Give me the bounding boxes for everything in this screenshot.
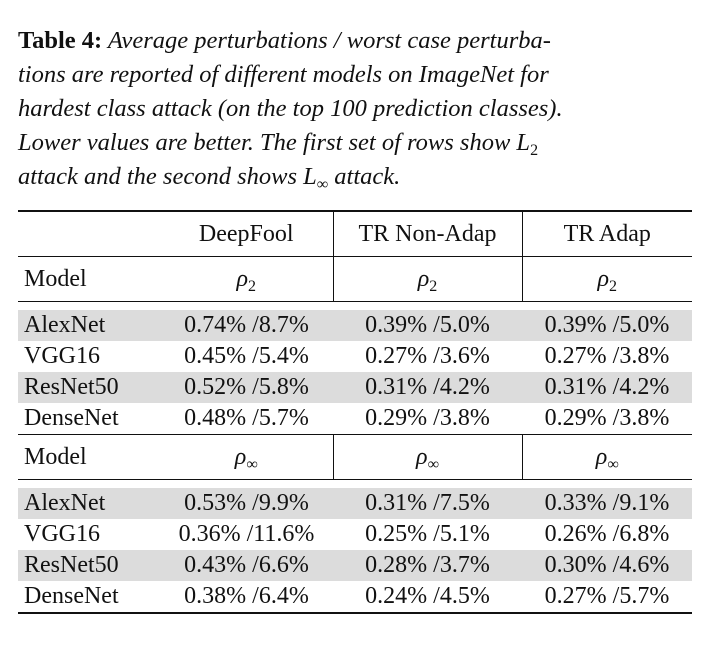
- data-row: DenseNet 0.38% /6.4% 0.24% /4.5% 0.27% /5.7…: [18, 581, 692, 614]
- caption-line: Lower values are better. The first set o…: [18, 126, 698, 160]
- results-table: DeepFool TR Non-Adap TR Adap Model ρ2 ρ2 ρ2 Ale…: [18, 210, 692, 614]
- model-name: AlexNet: [18, 488, 160, 519]
- model-name: VGG16: [24, 521, 100, 547]
- metric-sub: ∞: [427, 455, 439, 473]
- metric-sub: 2: [429, 277, 438, 295]
- section-label: Model: [18, 256, 160, 302]
- section-header-row: Model ρ∞ ρ∞ ρ∞: [18, 434, 692, 480]
- metric-base: ρ: [417, 265, 430, 292]
- value-cell: 0.39% /5.0%: [522, 310, 692, 341]
- header-row: DeepFool TR Non-Adap TR Adap: [18, 210, 692, 257]
- column-header: TR Non-Adap: [332, 210, 522, 257]
- value-cell: 0.43% /6.6%: [160, 550, 333, 581]
- model-name: VGG16: [24, 343, 100, 369]
- value-cell: 0.39% /5.0%: [333, 310, 522, 341]
- metric-base: ρ: [597, 265, 610, 292]
- value-cell: 0.45% /5.4%: [184, 343, 309, 369]
- data-row: AlexNet 0.74% /8.7% 0.39% /5.0% 0.39% /5.0%: [18, 310, 692, 341]
- math-sub: 2: [530, 142, 539, 159]
- value-cell: 0.36% /11.6%: [178, 521, 315, 547]
- caption-line: Table 4: Average perturbations / worst c…: [18, 24, 698, 58]
- value-cell: 0.53% /9.9%: [160, 488, 333, 519]
- math-base: L: [303, 163, 317, 190]
- data-row: ResNet50 0.43% /6.6% 0.28% /3.7% 0.30% /4.6…: [18, 550, 692, 581]
- metric-base: ρ: [595, 443, 608, 470]
- metric-cell: ρ2: [332, 256, 522, 302]
- metric-cell: ρ∞: [160, 434, 333, 480]
- caption-text: Lower values are better. The first set o…: [18, 129, 511, 156]
- math: L∞: [303, 163, 329, 193]
- metric-sub: ∞: [607, 455, 619, 473]
- caption: Table 4: Average perturbations / worst c…: [18, 24, 698, 194]
- math-sub: ∞: [316, 176, 329, 193]
- metric-sub: 2: [248, 277, 257, 295]
- value-cell: 0.48% /5.7%: [160, 403, 333, 435]
- caption-text: Average perturbations / worst case pertu…: [107, 27, 551, 54]
- value-cell: 0.24% /4.5%: [333, 581, 522, 614]
- column-header: TR Adap: [521, 210, 692, 257]
- value-cell: 0.31% /4.2%: [333, 372, 522, 403]
- model-name: ResNet50: [18, 372, 160, 403]
- caption-line: tions are reported of different models o…: [18, 61, 549, 88]
- metric-base: ρ: [234, 443, 247, 470]
- metric-cell: ρ2: [521, 256, 692, 302]
- math-base: L: [516, 129, 531, 156]
- value-cell: 0.27% /5.7%: [522, 581, 692, 614]
- data-row: ResNet50 0.52% /5.8% 0.31% /4.2% 0.31% /4.2…: [18, 372, 692, 403]
- section-label: Model: [18, 434, 160, 480]
- data-row: AlexNet 0.53% /9.9% 0.31% /7.5% 0.33% /9.1%: [18, 488, 692, 519]
- data-row: VGG16 0.45% /5.4% 0.27% /3.6% 0.27% /3.8%: [18, 341, 692, 372]
- spacer: [18, 302, 692, 311]
- caption-text: attack.: [334, 163, 401, 190]
- model-name: DenseNet: [18, 581, 160, 614]
- value-cell: 0.29% /3.8%: [333, 403, 522, 435]
- caption-label: Table 4:: [18, 27, 103, 54]
- value-cell: 0.26% /6.8%: [544, 521, 670, 547]
- value-cell: 0.30% /4.6%: [522, 550, 692, 581]
- value-cell: 0.28% /3.7%: [333, 550, 522, 581]
- caption-text: attack and the second shows: [18, 163, 297, 190]
- metric-base: ρ: [236, 265, 249, 292]
- caption-line: attack and the second shows L∞ attack.: [18, 160, 698, 194]
- value-cell: 0.74% /8.7%: [160, 310, 333, 341]
- metric-base: ρ: [416, 443, 428, 470]
- spacer: [18, 480, 692, 489]
- value-cell: 0.25% /5.1%: [365, 521, 490, 547]
- value-cell: 0.38% /6.4%: [160, 581, 333, 614]
- value-cell: 0.52% /5.8%: [160, 372, 333, 403]
- value-cell: 0.31% /7.5%: [333, 488, 522, 519]
- value-cell: 0.33% /9.1%: [522, 488, 692, 519]
- value-cell: 0.31% /4.2%: [522, 372, 692, 403]
- math: L2: [516, 129, 539, 159]
- metric-cell: ρ∞: [332, 434, 522, 480]
- column-header: DeepFool: [160, 210, 333, 257]
- model-name: ResNet50: [18, 550, 160, 581]
- metric-cell: ρ2: [160, 256, 333, 302]
- data-row: DenseNet 0.48% /5.7% 0.29% /3.8% 0.29% /3.8…: [18, 403, 692, 435]
- model-name: AlexNet: [18, 310, 160, 341]
- metric-sub: ∞: [246, 455, 258, 473]
- value-cell: 0.27% /3.8%: [544, 343, 670, 369]
- caption-line: hardest class attack (on the top 100 pre…: [18, 95, 563, 122]
- metric-sub: 2: [609, 277, 618, 295]
- model-name: DenseNet: [18, 403, 160, 435]
- metric-cell: ρ∞: [521, 434, 692, 480]
- section-header-row: Model ρ2 ρ2 ρ2: [18, 256, 692, 302]
- value-cell: 0.27% /3.6%: [365, 343, 490, 369]
- value-cell: 0.29% /3.8%: [522, 403, 692, 435]
- data-row: VGG16 0.36% /11.6% 0.25% /5.1% 0.26% /6.8%: [18, 519, 692, 550]
- header-cell: [18, 210, 160, 257]
